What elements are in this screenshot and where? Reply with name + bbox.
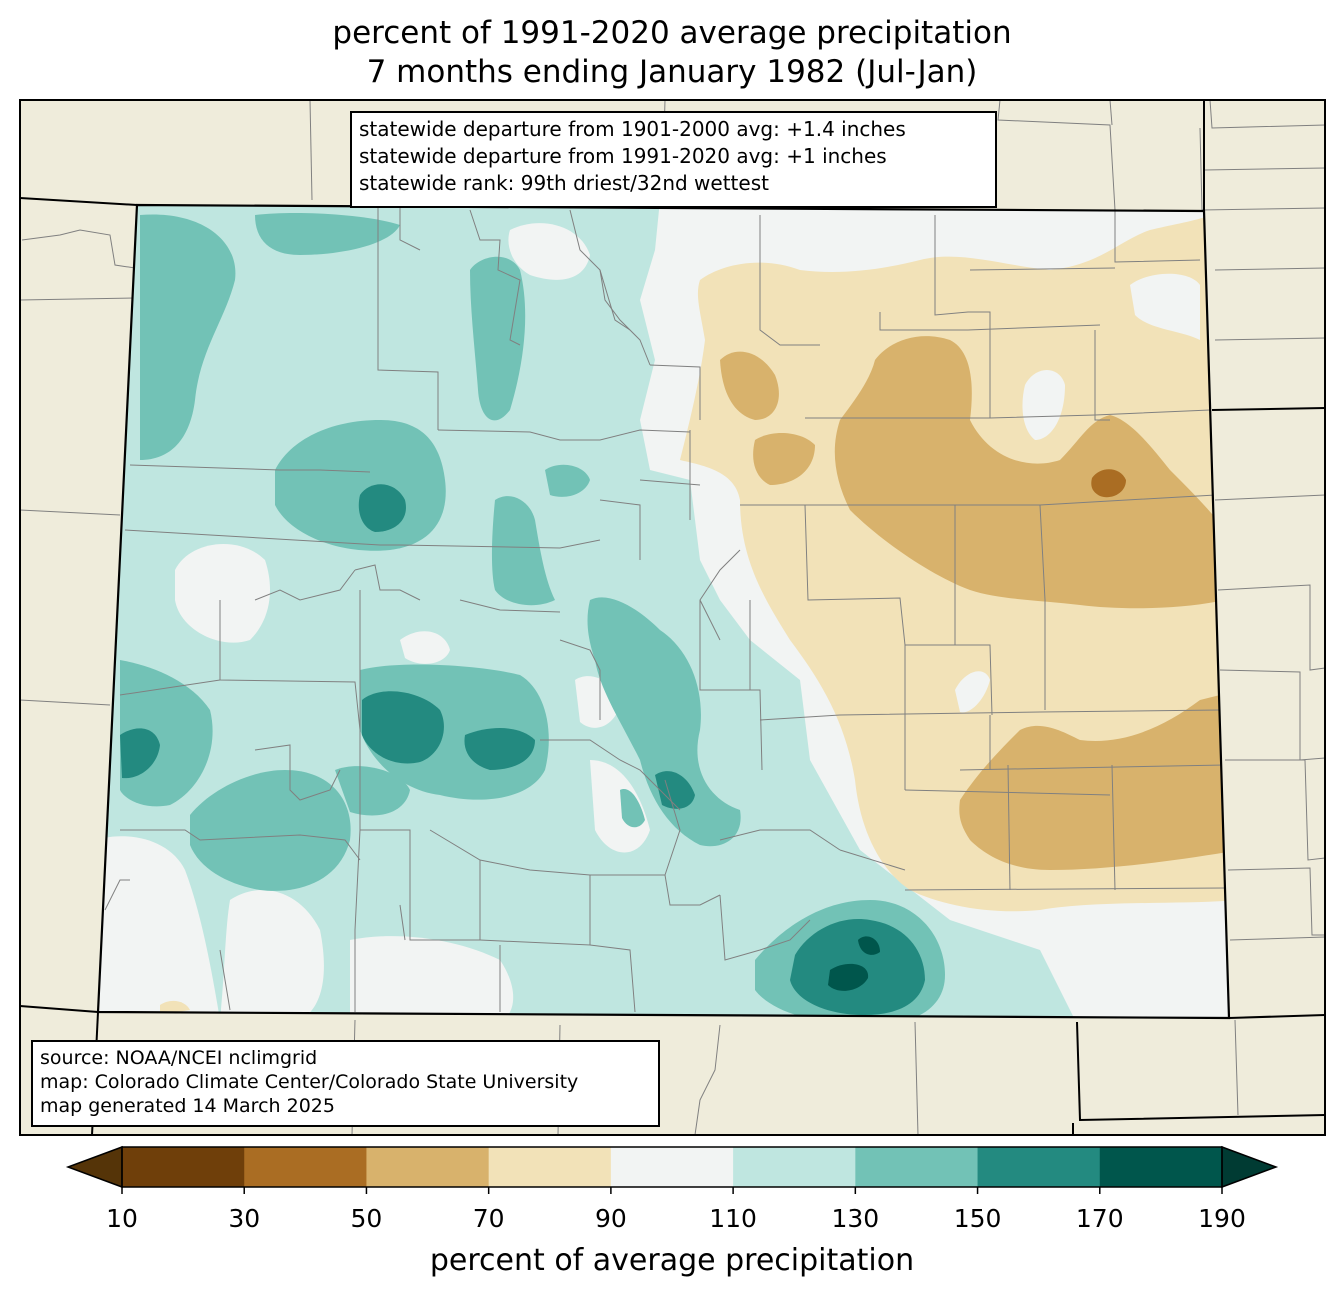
map-title: percent of 1991-2020 average precipitati…	[332, 15, 1012, 51]
stats-line-rank: statewide rank: 99th driest/32nd wettest	[359, 171, 769, 195]
colorbar-tick-label: 70	[472, 1204, 505, 1233]
colorbar-segment	[610, 1147, 734, 1187]
colorbar-segment	[977, 1147, 1101, 1187]
colorbar-over-arrow	[1221, 1145, 1279, 1189]
colorbar-segment	[244, 1147, 367, 1187]
source-line: source: NOAA/NCEI nclimgrid	[40, 1047, 318, 1069]
colorbar-segment	[733, 1147, 856, 1187]
colorbar-tick-label: 10	[106, 1204, 138, 1233]
colorbar-segment	[488, 1147, 612, 1187]
colorbar-tick-label: 90	[594, 1204, 627, 1233]
colorado-county-lines	[104, 205, 1229, 1013]
stats-line-departure-1991: statewide departure from 1991-2020 avg: …	[359, 144, 887, 168]
colorbar-title: percent of average precipitation	[429, 1243, 915, 1278]
colorbar-segment	[122, 1147, 245, 1187]
colorbar-tick-label: 190	[1198, 1204, 1246, 1233]
colorbar-tick-label: 170	[1075, 1204, 1124, 1233]
generated-date-line: map generated 14 March 2025	[40, 1095, 335, 1117]
precipitation-field	[98, 205, 1229, 1018]
map-credit-line: map: Colorado Climate Center/Colorado St…	[40, 1071, 579, 1093]
colorbar-under-arrow	[65, 1145, 123, 1189]
source-box: source: NOAA/NCEI nclimgrid map: Colorad…	[31, 1040, 660, 1127]
colorbar-tick-label: 150	[953, 1204, 1002, 1233]
colorbar-segment	[366, 1147, 490, 1187]
map-frame-outline	[19, 99, 1326, 1136]
colorbar-tick-label: 50	[350, 1204, 383, 1233]
colorbar-tick-label: 30	[228, 1204, 261, 1233]
colorbar-segment	[855, 1147, 979, 1187]
stats-line-departure-1901: statewide departure from 1901-2000 avg: …	[359, 117, 906, 141]
colorbar	[65, 1145, 1279, 1194]
statewide-stats-box: statewide departure from 1901-2000 avg: …	[350, 111, 997, 208]
map-subtitle: 7 months ending January 1982 (Jul-Jan)	[366, 54, 978, 90]
colorbar-outline	[121, 1146, 1223, 1188]
colorbar-segment	[1099, 1147, 1223, 1187]
colorbar-tick-label: 110	[709, 1204, 757, 1233]
colorado-border	[96, 203, 1231, 1020]
colorbar-tick-label: 130	[831, 1204, 880, 1233]
